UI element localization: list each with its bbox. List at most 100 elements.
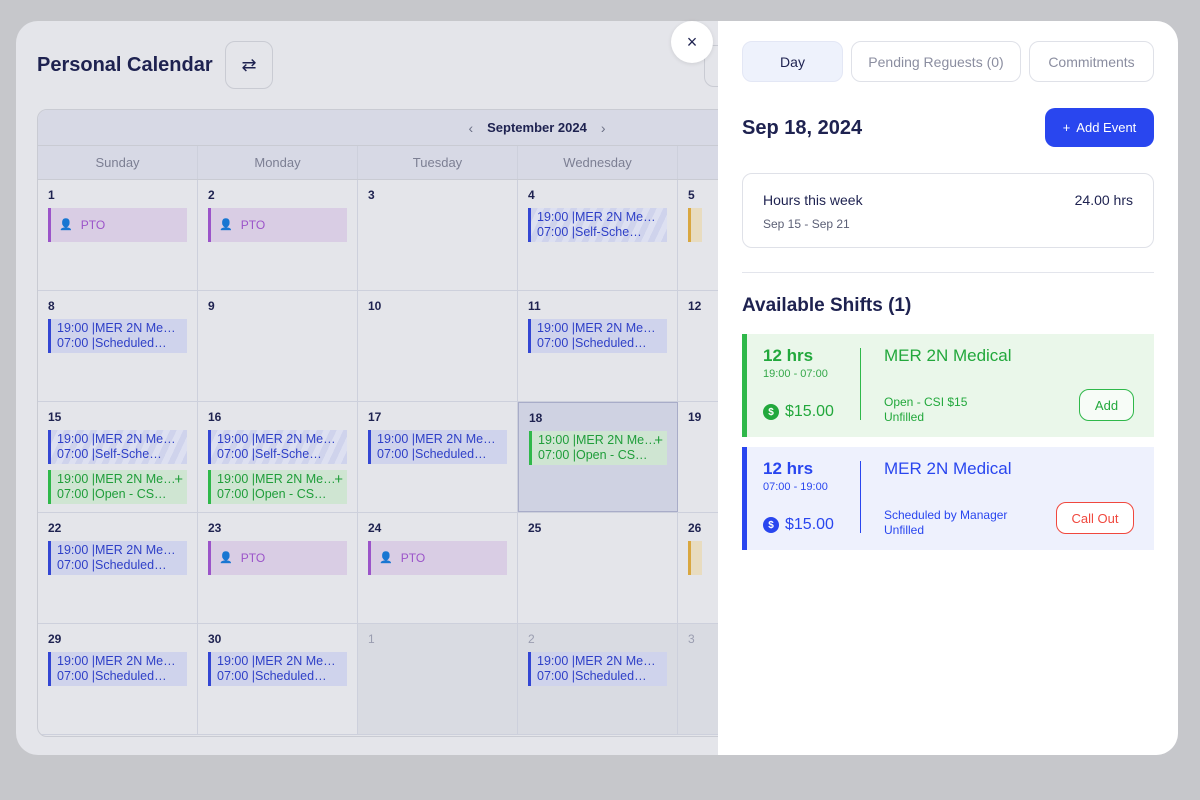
dollar-icon: $ [763,517,779,533]
event-label: PTO [80,217,106,232]
event-chip-partial[interactable] [688,208,702,242]
calendar-day[interactable]: 2 19:00 |MER 2N Me… 07:00 |Scheduled… [518,624,678,734]
day-number: 16 [208,410,222,424]
tab-commitments[interactable]: Commitments [1029,41,1154,82]
day-number: 1 [48,188,55,202]
calendar-day[interactable]: 5 [678,180,736,290]
add-event-label: Add Event [1076,120,1137,135]
calendar-day[interactable]: 4 19:00 |MER 2N Me… 07:00 |Self-Sche… [518,180,678,290]
event-chip-partial[interactable] [688,541,702,575]
day-number: 24 [368,521,382,535]
calendar-day[interactable]: 17 19:00 |MER 2N Me… 07:00 |Scheduled… [358,402,518,512]
swap-view-button[interactable]: ⇄ [225,41,273,89]
next-month-icon[interactable]: › [600,119,606,136]
hours-summary-card: Hours this week 24.00 hrs Sep 15 - Sep 2… [742,173,1154,248]
plus-icon[interactable]: + [654,432,663,449]
day-number: 2 [528,632,535,646]
event-line-1: 19:00 |MER 2N Me… [217,654,336,668]
month-label: September 2024 [487,120,587,135]
day-number: 8 [48,299,55,313]
shift-event[interactable]: 19:00 |MER 2N Me… 07:00 |Scheduled… [528,319,667,353]
day-number: 12 [688,299,702,313]
event-line-1: 19:00 |MER 2N Me… [538,433,657,447]
shift-event[interactable]: 19:00 |MER 2N Me… 07:00 |Scheduled… [48,541,187,575]
pto-event[interactable]: 👤 PTO [48,208,187,242]
shift-event[interactable]: 19:00 |MER 2N Me… 07:00 |Scheduled… [528,652,667,686]
shift-time: 19:00 - 07:00 [763,368,828,380]
calendar-day[interactable]: 10 [358,291,518,401]
event-label: PTO [240,217,266,232]
shift-pay-value: $15.00 [785,403,834,420]
calendar-day[interactable]: 3 [358,180,518,290]
pto-event[interactable]: 👤 PTO [208,208,347,242]
event-line-1: 19:00 |MER 2N Me… [217,432,336,446]
day-number: 9 [208,299,215,313]
shift-pay-value: $15.00 [785,516,834,533]
prev-month-icon[interactable]: ‹ [468,119,474,136]
pto-event[interactable]: 👤 PTO [208,541,347,575]
calendar-day[interactable]: 15 19:00 |MER 2N Me… 07:00 |Self-Sche… 19:0… [38,402,198,512]
calendar-day[interactable]: 23 👤 PTO [198,513,358,623]
calendar-day[interactable]: 11 19:00 |MER 2N Me… 07:00 |Scheduled… [518,291,678,401]
add-shift-button[interactable]: Add [1079,389,1134,421]
event-line-2: 07:00 |Scheduled… [57,336,167,350]
calendar-day[interactable]: 25 [518,513,678,623]
weekday-sunday: Sunday [38,146,198,179]
close-panel-button[interactable]: × [671,21,713,63]
divider [742,272,1154,273]
pto-event[interactable]: 👤 PTO [368,541,507,575]
call-out-button[interactable]: Call Out [1056,502,1134,534]
calendar-day[interactable]: 24 👤 PTO [358,513,518,623]
shift-event[interactable]: 19:00 |MER 2N Me… 07:00 |Scheduled… [48,319,187,353]
day-number: 25 [528,521,542,535]
open-shift-event[interactable]: 19:00 |MER 2N Me… 07:00 |Open - CS… + [529,431,667,465]
person-icon: 👤 [219,218,233,231]
shift-status: Open - CSI $15 [884,395,968,409]
day-number: 17 [368,410,382,424]
divider [860,348,861,420]
open-shift-event[interactable]: 19:00 |MER 2N Me… 07:00 |Open - CS… + [48,470,187,504]
calendar-day[interactable]: 1 [358,624,518,734]
shift-hours: 12 hrs [763,459,814,478]
tab-day[interactable]: Day [742,41,843,82]
calendar-day[interactable]: 19 [678,402,736,512]
selected-date: Sep 18, 2024 [742,117,863,139]
day-number: 11 [528,299,541,313]
event-line-2: 07:00 |Scheduled… [57,669,167,683]
add-event-button[interactable]: + Add Event [1045,108,1154,147]
calendar-day[interactable]: 9 [198,291,358,401]
shift-event[interactable]: 19:00 |MER 2N Me… 07:00 |Scheduled… [368,430,507,464]
event-line-2: 07:00 |Scheduled… [537,669,647,683]
plus-icon[interactable]: + [174,471,183,488]
calendar-day[interactable]: 12 [678,291,736,401]
event-line-1: 19:00 |MER 2N Me… [537,321,656,335]
event-line-2: 07:00 |Self-Sche… [217,447,322,461]
calendar-day-selected[interactable]: 18 19:00 |MER 2N Me… 07:00 |Open - CS… + [518,402,678,512]
hours-range: Sep 15 - Sep 21 [763,217,850,231]
event-line-1: 19:00 |MER 2N Me… [57,432,176,446]
day-number: 29 [48,632,62,646]
shift-event[interactable]: 19:00 |MER 2N Me… 07:00 |Self-Sche… [528,208,667,242]
day-number: 15 [48,410,62,424]
event-line-2: 07:00 |Scheduled… [377,447,487,461]
calendar-day[interactable]: 30 19:00 |MER 2N Me… 07:00 |Scheduled… [198,624,358,734]
shift-event[interactable]: 19:00 |MER 2N Me… 07:00 |Scheduled… [208,652,347,686]
open-shift-event[interactable]: 19:00 |MER 2N Me… 07:00 |Open - CS… + [208,470,347,504]
calendar-day[interactable]: 16 19:00 |MER 2N Me… 07:00 |Self-Sche… 19:0… [198,402,358,512]
calendar-day[interactable]: 22 19:00 |MER 2N Me… 07:00 |Scheduled… [38,513,198,623]
shift-event[interactable]: 19:00 |MER 2N Me… 07:00 |Self-Sche… [48,430,187,464]
calendar-day[interactable]: 1 👤 PTO [38,180,198,290]
calendar-day[interactable]: 2 👤 PTO [198,180,358,290]
panel-tabs: Day Pending Reguests (0) Commitments [742,41,1154,82]
plus-icon[interactable]: + [334,471,343,488]
calendar-day[interactable]: 29 19:00 |MER 2N Me… 07:00 |Scheduled… [38,624,198,734]
shift-event[interactable]: 19:00 |MER 2N Me… 07:00 |Self-Sche… [208,430,347,464]
shift-event[interactable]: 19:00 |MER 2N Me… 07:00 |Scheduled… [48,652,187,686]
tab-pending-requests[interactable]: Pending Reguests (0) [851,41,1021,82]
shift-fill-status: Unfilled [884,410,925,424]
calendar-grid: ‹ September 2024 › Sunday Monday Tuesday… [37,109,737,737]
calendar-day[interactable]: 26 [678,513,736,623]
day-number: 1 [368,632,375,646]
event-line-1: 19:00 |MER 2N Me… [217,472,336,486]
calendar-day[interactable]: 8 19:00 |MER 2N Me… 07:00 |Scheduled… [38,291,198,401]
